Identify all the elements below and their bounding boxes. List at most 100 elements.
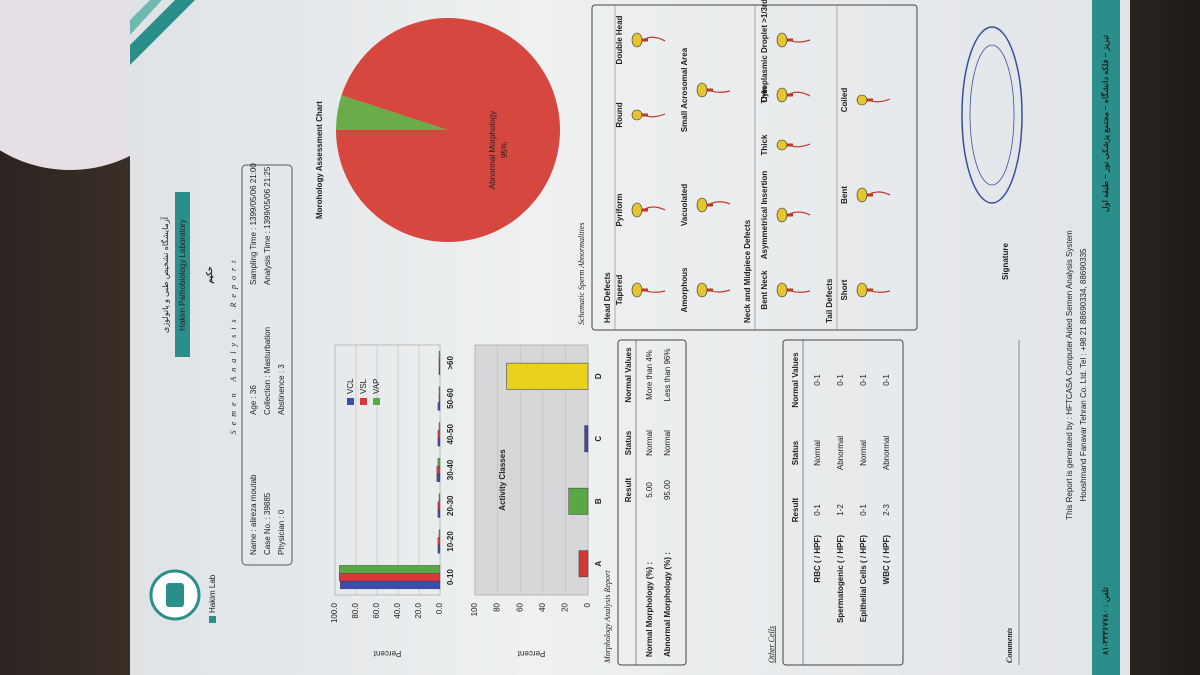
row-label: WBC ( / HPF) [882, 535, 891, 585]
row-label: Epithelial Cells ( / HPF) [859, 535, 868, 622]
sperm-midpiece [786, 93, 793, 97]
footer-company: Hooshmand Fanavar Tehran Co. Ltd. Tel : … [1079, 248, 1088, 502]
table-cell: More than 4% [645, 350, 654, 400]
sperm-midpiece [866, 288, 873, 292]
bar [339, 573, 441, 582]
table-cell: 0-1 [813, 504, 822, 516]
logo-mark [166, 583, 184, 607]
bar [438, 358, 441, 367]
bar [437, 509, 441, 518]
table-cell: Abnormal [836, 436, 845, 470]
table-cell: 0-1 [813, 374, 822, 386]
sperm-head [631, 32, 643, 48]
defect-label: Tapered [615, 275, 624, 306]
y-tick-label: 60 [515, 602, 524, 611]
bar [339, 565, 441, 574]
patient-field: Collection : Masturbation [263, 327, 272, 415]
sperm-midpiece [641, 208, 648, 212]
lab-band [175, 192, 190, 357]
defect-label: Asymmetrical Insertion [760, 171, 769, 260]
bar [438, 386, 441, 395]
lab-name-en: Hakim Pathobiology Laboratory [178, 219, 187, 331]
sperm-head [631, 282, 643, 298]
sperm-midpiece [786, 288, 793, 292]
bar [506, 362, 589, 390]
sperm-head [696, 282, 708, 298]
report-title: Semen Analysis Report [229, 256, 238, 435]
table-cell: 2-3 [882, 504, 891, 516]
header-stripe [130, 0, 162, 35]
sperm-midpiece [641, 113, 648, 117]
table-cell: Abnormal [882, 436, 891, 470]
y-tick-label: 60.0 [372, 602, 381, 618]
bar [340, 580, 441, 590]
defect-label: Bent [840, 186, 849, 204]
section-title: Schematic Sperm Abnormalities [577, 222, 586, 325]
subsection-title: Head Defects [603, 272, 612, 323]
x-tick-label: 20-30 [446, 495, 455, 516]
section-title: Other Cells [767, 626, 776, 663]
subsection-title: Tail Defects [825, 278, 834, 323]
sperm-midpiece [641, 288, 648, 292]
row-label: Spermatogenic ( / HPF) [836, 535, 845, 623]
footer-address: تبریز – فلکه دانشگاه – مجتمع پزشکی نور –… [1100, 34, 1111, 212]
bar [438, 394, 441, 403]
y-tick-label: 80 [493, 602, 502, 611]
sperm-head [631, 202, 643, 218]
table-cell: 0-1 [882, 374, 891, 386]
bar [437, 438, 441, 447]
bar [568, 487, 589, 515]
table-cell: Normal [859, 440, 868, 466]
bar [437, 537, 441, 546]
y-tick-label: 0 [583, 602, 592, 607]
table-header: Status [624, 430, 633, 455]
bar [438, 493, 441, 502]
sperm-midpiece [706, 88, 713, 92]
sperm-midpiece [706, 288, 713, 292]
table-cell: 0-1 [836, 374, 845, 386]
bar [437, 501, 441, 510]
defect-label: Coiled [840, 88, 849, 113]
pie-slice [336, 18, 560, 243]
chart-title: Morohology Assessment Chart [315, 101, 324, 219]
defect-label: Bent Neck [760, 270, 769, 310]
legend-swatch [360, 398, 367, 405]
patient-field: Analysis Time : 1399/05/06 21:25 [263, 166, 272, 285]
x-tick-label: C [594, 436, 603, 442]
bar [578, 550, 589, 578]
stamp [969, 44, 1015, 186]
footer-band [1092, 0, 1120, 675]
x-tick-label: B [594, 498, 603, 504]
table-cell: Normal [645, 430, 654, 456]
legend-label: VCL [346, 378, 355, 394]
patient-field: Sampling Time : 1399/05/06 21:00 [249, 163, 258, 285]
report-sheet: Hakim Lab آزمایشگاه تشخیص طبی و پاتولوژی H… [130, 0, 1130, 675]
x-tick-label: D [594, 373, 603, 379]
header-stripe [130, 0, 195, 65]
row-label: Abnormal Morphology (%) : [663, 552, 672, 657]
bar [436, 465, 441, 475]
table-cell: Normal [663, 430, 672, 456]
sperm-midpiece [786, 143, 793, 147]
bar [437, 458, 441, 467]
bar [584, 425, 589, 453]
defect-label: Short [840, 279, 849, 300]
table-cell: 5.00 [645, 482, 654, 498]
table-header: Result [624, 477, 633, 502]
y-axis-label: Percent [517, 649, 545, 658]
defect-label: Round [615, 102, 624, 127]
x-tick-label: 0-10 [446, 569, 455, 586]
table-header: Status [791, 440, 800, 465]
legend-swatch [373, 398, 380, 405]
x-tick-label: >60 [446, 356, 455, 370]
table-header: Result [791, 497, 800, 522]
signature-label: Signature [1001, 243, 1010, 280]
chart-title: Activity Classes [498, 449, 507, 511]
sperm-head [856, 94, 868, 106]
table-cell: 1-2 [836, 504, 845, 516]
bar [438, 366, 441, 375]
sperm-midpiece [866, 98, 873, 102]
x-tick-label: A [594, 561, 603, 567]
lab-subtitle-fa: آزمایشگاه تشخیص طبی و پاتولوژی [160, 216, 170, 333]
